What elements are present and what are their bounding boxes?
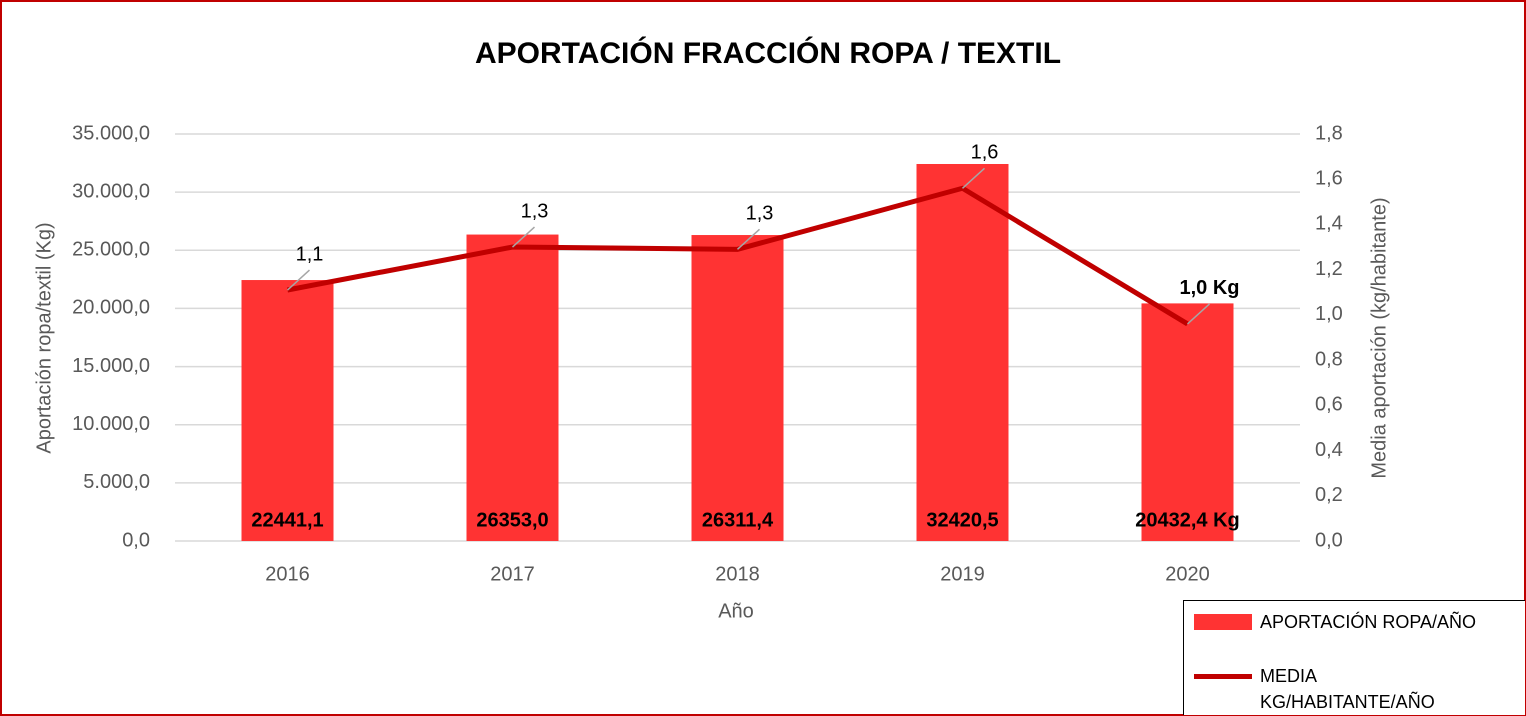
x-tick-label: 2017 [490, 563, 535, 585]
legend-label: MEDIA KG/HABITANTE/AÑO [1260, 666, 1435, 712]
bar [691, 235, 784, 541]
leader-line [286, 269, 311, 291]
y2-tick-label: 0,0 [1315, 529, 1343, 551]
y-tick-label: 30.000,0 [72, 180, 150, 202]
bar [1141, 303, 1234, 541]
leader-line [1186, 303, 1211, 325]
bar-value-label: 20432,4 Kg [1135, 509, 1240, 531]
legend-item: MEDIA KG/HABITANTE/AÑO [1194, 663, 1450, 715]
y2-tick-label: 1,8 [1315, 122, 1343, 144]
x-tick-label: 2016 [265, 563, 310, 585]
y-tick-label: 10.000,0 [72, 413, 150, 435]
legend-item: APORTACIÓN ROPA/AÑO [1194, 609, 1500, 635]
bar [916, 163, 1009, 541]
bar-value-label: 26353,0 [476, 509, 548, 531]
y2-tick-label: 0,2 [1315, 484, 1343, 506]
line-value-label: 1,1 [296, 243, 324, 265]
y-tick-label: 0,0 [122, 529, 150, 551]
line-value-label: 1,3 [746, 203, 774, 225]
y-tick-label: 20.000,0 [72, 297, 150, 319]
y2-tick-label: 1,0 [1315, 303, 1343, 325]
y2-tick-label: 1,4 [1315, 213, 1343, 235]
chart-title: APORTACIÓN FRACCIÓN ROPA / TEXTIL [475, 36, 1061, 70]
x-tick-label: 2019 [940, 563, 985, 585]
y-axis-label: Aportación ropa/textil (Kg) [33, 222, 55, 453]
y2-tick-label: 1,2 [1315, 258, 1343, 280]
y-tick-label: 5.000,0 [83, 471, 150, 493]
y-tick-label: 35.000,0 [72, 122, 150, 144]
bar-value-label: 32420,5 [926, 509, 998, 531]
line-value-label: 1,0 Kg [1179, 277, 1239, 299]
leader-line [961, 167, 986, 189]
legend-label: APORTACIÓN ROPA/AÑO [1260, 612, 1477, 632]
legend-swatch [1194, 614, 1252, 630]
y2-tick-label: 0,8 [1315, 348, 1343, 370]
legend-swatch [1194, 674, 1252, 679]
leader-line [511, 226, 536, 248]
x-axis-label: Año [718, 600, 754, 622]
legend: APORTACIÓN ROPA/AÑO MEDIA KG/HABITANTE/A… [1183, 600, 1525, 715]
bar-value-label: 22441,1 [251, 509, 323, 531]
y-tick-label: 25.000,0 [72, 239, 150, 261]
bar-value-label: 26311,4 [702, 509, 774, 531]
x-tick-label: 2018 [715, 563, 760, 585]
y2-axis-label: Media aportación (kg/habitante) [1368, 197, 1390, 478]
line-value-label: 1,6 [971, 142, 999, 164]
y2-tick-label: 1,6 [1315, 168, 1343, 190]
bar [466, 234, 559, 542]
x-tick-label: 2020 [1165, 563, 1210, 585]
leader-line [736, 228, 761, 250]
y2-tick-label: 0,6 [1315, 394, 1343, 416]
bar [241, 280, 334, 541]
y-tick-label: 15.000,0 [72, 355, 150, 377]
line-value-label: 1,3 [521, 200, 549, 222]
y2-tick-label: 0,4 [1315, 439, 1343, 461]
line [287, 185, 1189, 327]
